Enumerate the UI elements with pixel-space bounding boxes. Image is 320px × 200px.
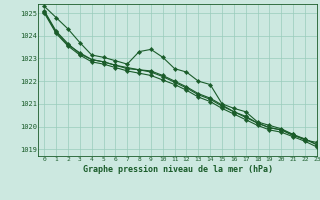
X-axis label: Graphe pression niveau de la mer (hPa): Graphe pression niveau de la mer (hPa) <box>83 165 273 174</box>
